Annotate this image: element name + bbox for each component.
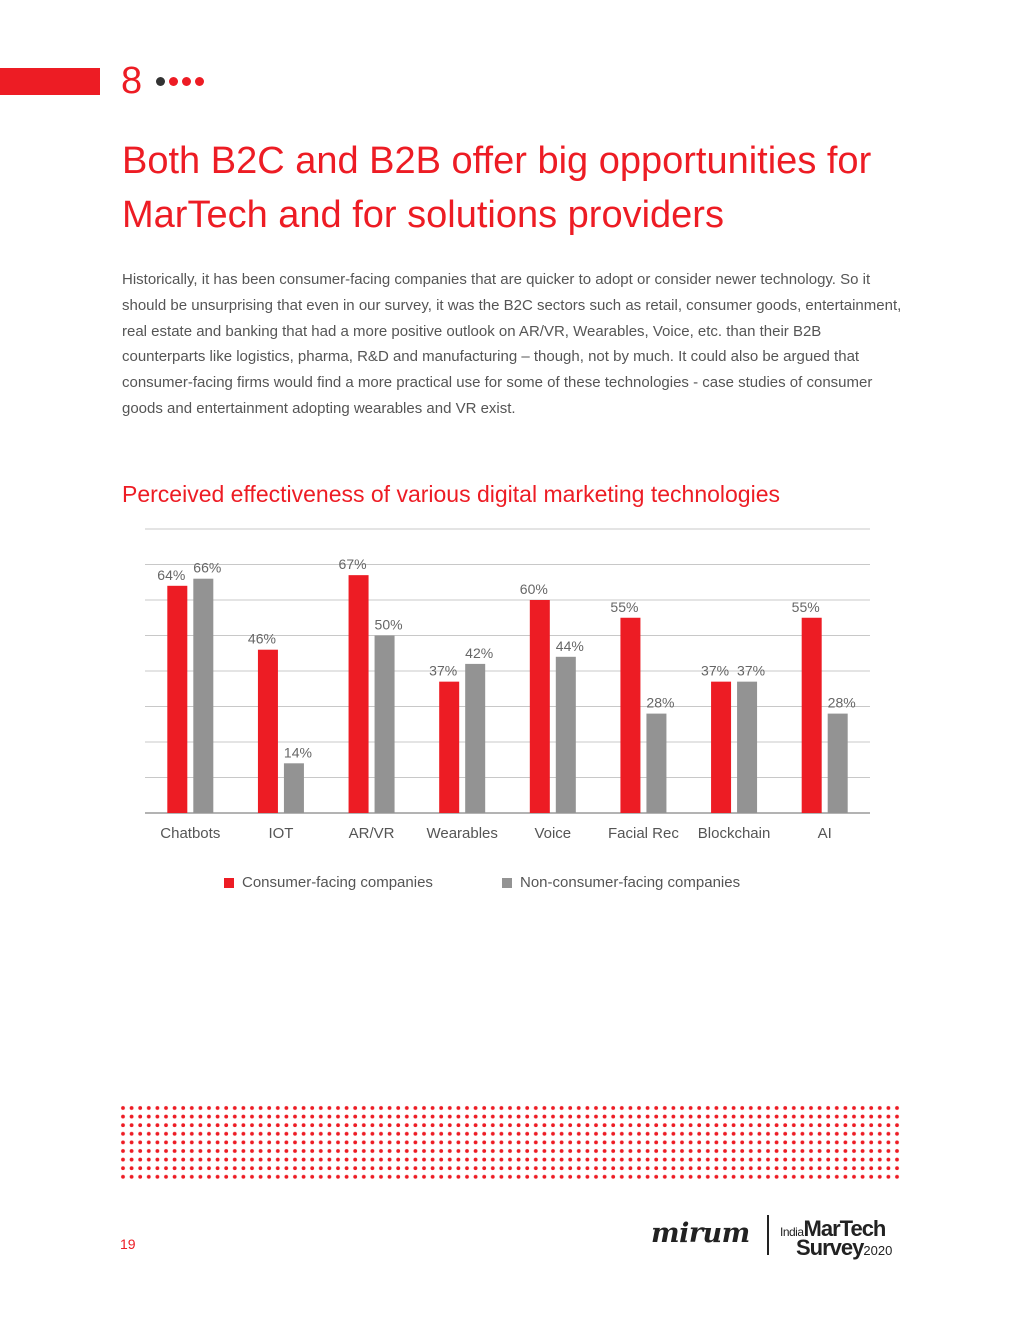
bar-non-consumer-chatbots: [193, 578, 214, 813]
data-label: 55%: [610, 599, 638, 615]
bar-consumer-ai: [801, 617, 822, 813]
data-label: 50%: [375, 617, 403, 633]
bar-non-consumer-voice: [555, 656, 576, 813]
bar-non-consumer-iot: [283, 763, 304, 813]
legend-label: Consumer-facing companies: [242, 874, 433, 891]
bar-consumer-iot: [257, 649, 278, 813]
x-tick-label: Blockchain: [698, 825, 771, 842]
bar-consumer-wearables: [439, 681, 460, 813]
bar-consumer-ar-vr: [348, 575, 369, 813]
x-tick-label: IOT: [268, 825, 293, 842]
page-number: 19: [120, 1236, 136, 1252]
bar-non-consumer-blockchain: [737, 681, 758, 813]
section-number: 8: [121, 60, 143, 102]
data-label: 37%: [701, 663, 729, 679]
legend-item-consumer: Consumer-facing companies: [224, 874, 433, 891]
x-tick-label: Wearables: [426, 825, 497, 842]
legend-item-non-consumer: Non-consumer-facing companies: [502, 874, 740, 891]
data-label: 46%: [248, 631, 276, 647]
bar-non-consumer-facial-rec: [646, 713, 667, 813]
logo-divider: [767, 1215, 769, 1255]
x-tick-label: AR/VR: [349, 825, 395, 842]
bar-non-consumer-ai: [827, 713, 848, 813]
bar-non-consumer-ar-vr: [374, 635, 395, 813]
data-label: 42%: [465, 645, 493, 661]
legend-swatch-gray: [502, 877, 512, 888]
chart-title: Perceived effectiveness of various digit…: [122, 481, 780, 507]
x-tick-label: AI: [818, 825, 832, 842]
data-label: 28%: [828, 695, 856, 711]
data-label: 66%: [193, 560, 221, 576]
bar-consumer-voice: [529, 600, 550, 813]
data-label: 14%: [284, 744, 312, 760]
bar-consumer-blockchain: [711, 681, 732, 813]
data-label: 28%: [646, 695, 674, 711]
x-tick-label: Facial Rec: [608, 825, 679, 842]
body-paragraph: Historically, it has been consumer-facin…: [122, 271, 902, 417]
legend-label: Non-consumer-facing companies: [520, 874, 741, 891]
data-label: 37%: [429, 663, 457, 679]
data-label: 60%: [520, 581, 548, 597]
section-dots-icon: [156, 77, 204, 86]
india-martech-survey-logo: IndiaMarTech Survey2020: [780, 1216, 893, 1260]
x-tick-label: Voice: [534, 825, 571, 842]
data-label: 37%: [737, 663, 765, 679]
x-tick-label: Chatbots: [160, 825, 220, 842]
legend-swatch-red: [224, 877, 234, 888]
data-label: 55%: [792, 599, 820, 615]
data-label: 64%: [157, 567, 185, 583]
mirum-logo: mirum: [651, 1218, 750, 1249]
bar-chart: 64% 66% Chatbots 46% 14% IOT 67% 50% AR/VR 37% 42%…: [145, 528, 870, 842]
data-label: 44%: [556, 638, 584, 654]
decorative-dot-pattern: [120, 1105, 900, 1183]
bar-consumer-facial-rec: [620, 617, 641, 813]
section-accent-bar: [0, 68, 100, 95]
page-title: Both B2C and B2B offer big opportunities…: [122, 140, 872, 236]
data-label: 67%: [339, 556, 367, 572]
bar-non-consumer-wearables: [465, 663, 486, 813]
bar-consumer-chatbots: [167, 585, 188, 813]
